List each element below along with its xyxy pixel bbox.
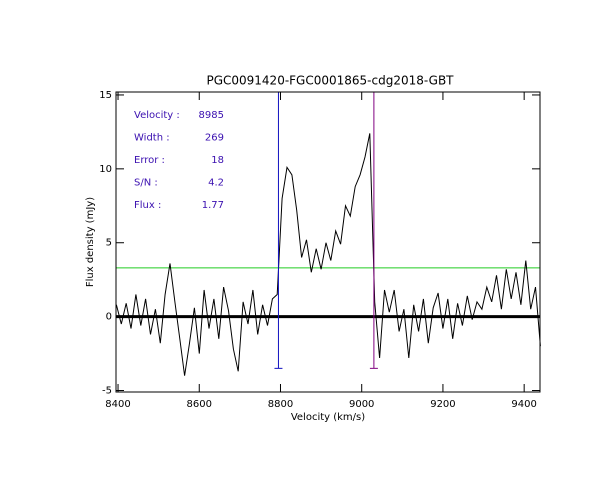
- annotation-label: Flux :: [134, 200, 161, 211]
- y-tick-label: 10: [99, 164, 112, 175]
- x-tick-label: 9000: [349, 399, 374, 410]
- y-axis-label: Flux density (mJy): [85, 197, 96, 287]
- y-tick-label: 5: [106, 238, 112, 249]
- y-tick-label: 0: [106, 312, 112, 323]
- annotation-label: Error :: [134, 155, 165, 166]
- x-tick-label: 8800: [268, 399, 293, 410]
- x-tick-label: 9200: [430, 399, 455, 410]
- x-tick-label: 8600: [187, 399, 212, 410]
- chart-title: PGC0091420-FGC0001865-cdg2018-GBT: [206, 74, 454, 88]
- annotation-label: S/N :: [134, 178, 158, 189]
- plot-frame: [115, 91, 541, 393]
- x-axis-label: Velocity (km/s): [291, 412, 365, 423]
- x-tick-label: 8400: [105, 399, 130, 410]
- x-tick-label: 9400: [511, 399, 536, 410]
- annotation-value: 269: [205, 133, 224, 144]
- annotation-label: Velocity :: [134, 110, 180, 121]
- annotation-value: 4.2: [208, 178, 224, 189]
- spectrum-line: [115, 133, 541, 376]
- annotation-value: 1.77: [202, 200, 224, 211]
- annotation-label: Width :: [134, 133, 170, 144]
- annotation-value: 8985: [199, 110, 224, 121]
- y-tick-label: 15: [99, 90, 112, 101]
- annotation-value: 18: [211, 155, 224, 166]
- y-tick-label: -5: [102, 386, 112, 397]
